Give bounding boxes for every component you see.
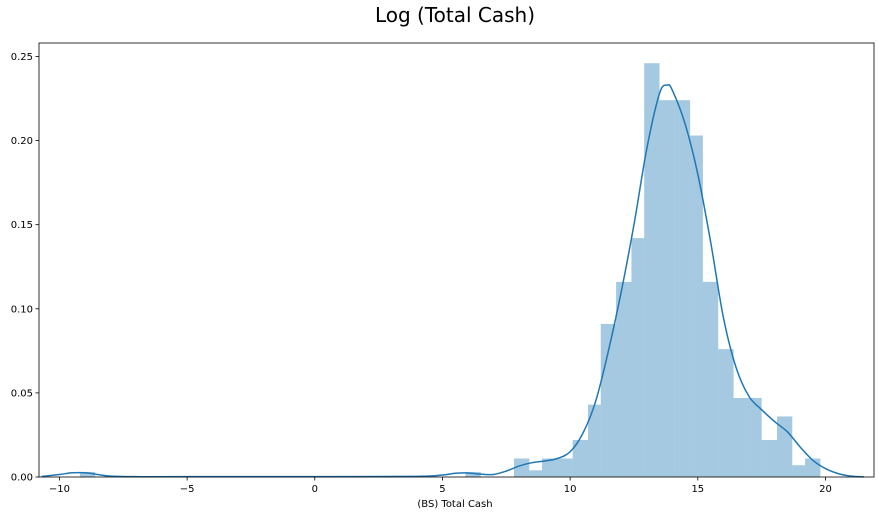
histogram-bar bbox=[600, 323, 617, 477]
plot-frame bbox=[38, 42, 875, 478]
y-tick-label: 0.10 bbox=[11, 304, 33, 315]
y-tick-label: 0.20 bbox=[11, 136, 33, 147]
histogram-bar bbox=[659, 100, 675, 477]
histogram-bar bbox=[631, 238, 645, 477]
histogram-bar bbox=[702, 281, 719, 477]
histogram-bar bbox=[674, 100, 691, 477]
histogram-bar bbox=[588, 404, 601, 477]
x-tick-label: −5 bbox=[180, 484, 195, 495]
histogram-bar bbox=[690, 135, 703, 477]
histogram-bar bbox=[761, 439, 777, 477]
histogram-bar bbox=[746, 397, 762, 477]
histogram-bar bbox=[616, 281, 632, 477]
x-tick-label: 10 bbox=[564, 484, 577, 495]
y-tick-label: 0.15 bbox=[11, 220, 33, 231]
x-tick-label: 20 bbox=[819, 484, 832, 495]
x-axis-label: (BS) Total Cash bbox=[417, 499, 492, 510]
histogram-bar bbox=[529, 470, 543, 477]
histogram-bar bbox=[718, 349, 734, 477]
histogram-bar bbox=[805, 458, 821, 477]
y-tick-label: 0.05 bbox=[11, 388, 33, 399]
histogram-bar bbox=[465, 471, 481, 477]
y-tick-label: 0.25 bbox=[11, 52, 33, 63]
histogram-bar bbox=[792, 465, 806, 477]
histogram-bar bbox=[557, 458, 573, 477]
histogram-bar bbox=[776, 416, 793, 477]
x-tick-label: 5 bbox=[439, 484, 445, 495]
x-axis-ticks: −10 −5 0 5 10 15 20 bbox=[49, 477, 832, 495]
x-tick-label: 0 bbox=[312, 484, 318, 495]
histogram-bar bbox=[644, 63, 660, 477]
histogram-bar bbox=[542, 458, 558, 477]
histogram-bar bbox=[572, 439, 589, 477]
x-tick-label: −10 bbox=[49, 484, 70, 495]
y-axis-ticks: 0.00 0.05 0.10 0.15 0.20 0.25 bbox=[11, 52, 39, 484]
y-tick-label: 0.00 bbox=[11, 473, 33, 484]
x-tick-label: 15 bbox=[691, 484, 704, 495]
histogram-bar bbox=[733, 397, 747, 477]
histogram-bars bbox=[79, 63, 821, 477]
histogram-bar bbox=[513, 458, 530, 477]
chart-title: Log (Total Cash) bbox=[375, 3, 535, 27]
histogram-bar bbox=[79, 471, 96, 477]
